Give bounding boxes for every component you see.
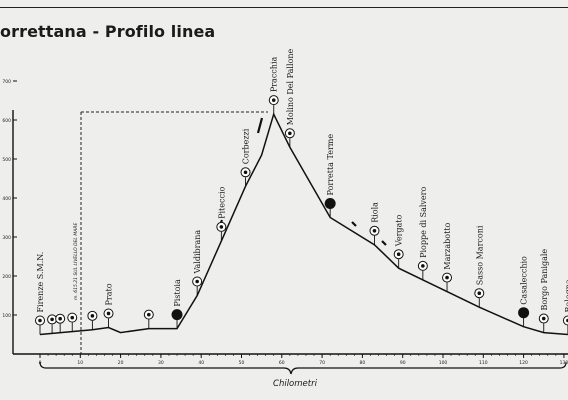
station-marker: Pracchia <box>268 57 279 115</box>
station-label: Bologna <box>564 279 568 312</box>
station-marker: Pioppe di Salvero <box>417 187 428 280</box>
station-marker <box>55 313 66 333</box>
station-label: Pioppe di Salvero <box>419 187 428 258</box>
station-symbol-filled <box>324 198 336 209</box>
station-label: Riola <box>370 202 379 223</box>
station-marker: Pistoia <box>171 279 183 329</box>
station-marker: Firenze S.M.N. <box>35 252 45 335</box>
top-rule <box>0 7 568 8</box>
x-tick-label: 120 <box>519 360 528 366</box>
station-marker: Prato <box>103 283 114 328</box>
x-tick-label: 110 <box>479 360 488 366</box>
x-tick-label: 100 <box>439 360 448 366</box>
x-tick-label: 30 <box>158 360 164 366</box>
station-marker <box>143 309 154 329</box>
station-label: Firenze S.M.N. <box>36 252 45 313</box>
station-label: Sasso Marconi <box>475 225 484 285</box>
x-tick-label: 90 <box>400 360 406 366</box>
station-marker: Valdibrana <box>192 230 203 296</box>
x-tick-label: 60 <box>279 360 285 366</box>
station-marker: Vergato <box>393 214 404 269</box>
y-ticks: 100 200 300 400 500 600 700 <box>2 79 17 319</box>
station-marker <box>47 314 58 334</box>
y-tick-label: 700 <box>2 79 11 85</box>
station-marker: Casalecchio <box>518 256 530 327</box>
station-marker <box>67 312 78 332</box>
station-marker: Marzabotto <box>442 222 453 292</box>
station-label: Prato <box>105 283 114 305</box>
y-tick-label: 300 <box>2 235 11 241</box>
x-tick-label: 130 <box>560 360 568 366</box>
y-tick-label: 400 <box>2 196 11 202</box>
station-symbol-filled <box>171 309 183 321</box>
y-tick-label: 100 <box>2 313 11 319</box>
station-marker: Porretta Terme <box>324 134 336 218</box>
y-tick-label: 500 <box>2 157 11 163</box>
x-tick-label: 10 <box>77 360 83 366</box>
station-label: Piteccio <box>217 186 226 218</box>
station-marker: Corbezzi <box>240 128 251 187</box>
station-marker: Molino Del Pallone <box>284 49 295 148</box>
x-ticks: 0 10 20 30 40 50 60 70 80 90 100 110 120 130 <box>39 354 568 366</box>
x-tick-label: 80 <box>360 360 366 366</box>
station-label: Vergato <box>395 214 404 247</box>
x-axis-label: Chilometri <box>273 379 318 389</box>
station-label: Valdibrana <box>193 230 202 275</box>
station-label: Marzabotto <box>443 222 452 269</box>
summit-annotation: m. 615.21 SUL LIVELLO DEL MARE <box>73 223 79 300</box>
station-label: Corbezzi <box>242 128 251 164</box>
page-title: orrettana - Profilo linea <box>0 22 216 41</box>
station-label: Casalecchio <box>520 256 529 305</box>
station-marker: Piteccio <box>216 186 227 241</box>
station-marker: Sasso Marconi <box>474 225 485 308</box>
y-tick-label: 200 <box>2 274 11 280</box>
station-label: Pistoia <box>173 279 182 307</box>
x-tick-label: 20 <box>118 360 124 366</box>
station-marker: Borgo Panigale <box>538 249 549 333</box>
station-marker: Bologna <box>562 279 568 335</box>
x-tick-label: 70 <box>319 360 325 366</box>
station-marker: Riola <box>369 202 380 245</box>
altitude-profile-line <box>39 112 568 336</box>
station-label: Pracchia <box>270 57 279 93</box>
station-label: Porretta Terme <box>326 134 335 196</box>
station-label: Borgo Panigale <box>540 249 549 311</box>
x-tick-label: 0 <box>39 360 42 366</box>
x-tick-label: 40 <box>198 360 204 366</box>
y-tick-label: 600 <box>2 118 11 124</box>
station-symbol-filled <box>518 307 530 319</box>
station-label: Molino Del Pallone <box>286 49 295 126</box>
x-tick-label: 50 <box>239 360 245 366</box>
axis-brace <box>39 361 567 375</box>
tunnel-markers <box>217 117 387 246</box>
station-marker <box>87 310 98 330</box>
stations: Firenze S.M.N. Prato Pistoia Valdibrana Pite… <box>35 49 568 335</box>
